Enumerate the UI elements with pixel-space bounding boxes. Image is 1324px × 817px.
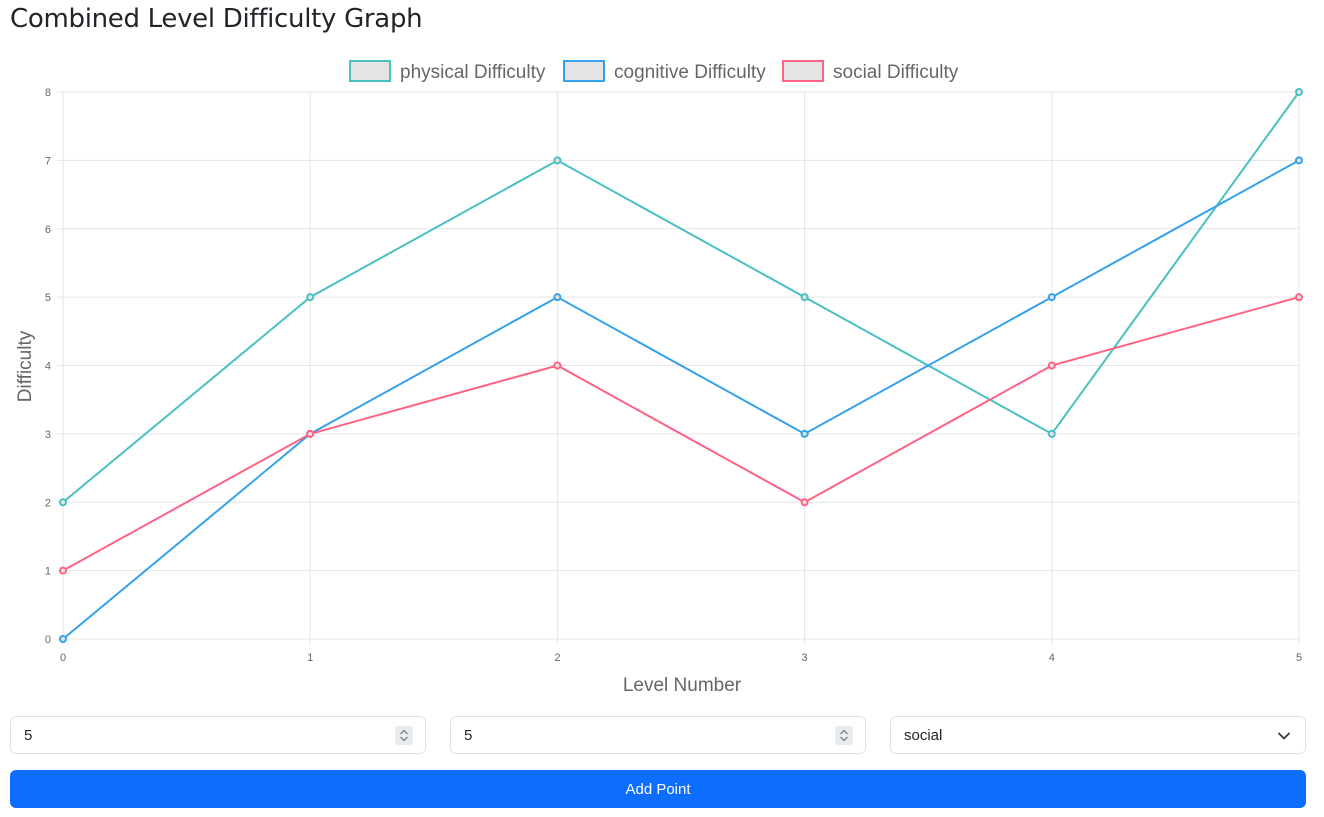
x-tick-label: 1 [307,652,313,664]
legend-swatch-1[interactable] [563,60,605,82]
data-point[interactable] [306,429,315,438]
y-tick-label: 5 [45,292,51,304]
x-tick-label: 5 [1296,652,1302,664]
data-point[interactable] [1295,88,1303,96]
x-tick-label: 3 [802,652,808,664]
data-point[interactable] [1295,156,1303,165]
difficulty-input[interactable]: 5 [450,716,866,754]
data-point[interactable] [306,293,315,302]
legend-swatch-2[interactable] [782,60,824,82]
y-tick-label: 6 [45,224,51,236]
data-point[interactable] [1047,361,1056,370]
legend-swatch-0[interactable] [349,60,391,82]
data-point[interactable] [553,156,562,165]
y-tick-label: 0 [45,634,51,646]
series-line-2 [62,296,1300,572]
level-number-value: 5 [24,727,33,744]
y-tick-label: 1 [45,566,51,578]
data-point[interactable] [1047,429,1056,438]
data-point[interactable] [59,635,67,643]
y-tick-label: 4 [45,361,51,373]
legend-label-2[interactable]: social Difficulty [833,62,959,83]
data-point[interactable] [553,361,562,370]
x-axis-title: Level Number [623,675,742,696]
y-tick-label: 8 [45,87,51,99]
spinner-arrows-icon [400,729,408,742]
page-title: Combined Level Difficulty Graph [10,4,423,34]
difficulty-line-chart: 0 1 2 3 4 5 6 7 8 0 1 2 3 4 5 Level Number Difficulty phy… [15,60,1303,696]
chevron-down-icon [1277,729,1291,748]
add-point-button[interactable]: Add Point [10,770,1306,808]
data-point[interactable] [59,498,67,507]
y-tick-label: 3 [45,429,51,441]
level-number-input[interactable]: 5 [10,716,426,754]
data-point[interactable] [1047,293,1056,302]
y-tick-label: 7 [45,155,51,167]
data-point[interactable] [1295,293,1303,302]
spinner-arrows-icon [840,729,848,742]
series-line-1 [62,159,1300,640]
y-tick-label: 2 [45,497,51,509]
difficulty-value: 5 [464,727,473,744]
data-point[interactable] [800,429,809,438]
category-select[interactable]: social [890,716,1306,754]
data-point[interactable] [59,566,67,575]
x-tick-label: 0 [60,652,66,664]
difficulty-spinner[interactable] [835,726,853,745]
category-selected-value: social [904,727,943,744]
data-point[interactable] [553,293,562,302]
legend-label-0[interactable]: physical Difficulty [400,62,546,83]
point-form: 5 5 social [10,716,1306,754]
legend-label-1[interactable]: cognitive Difficulty [614,62,766,83]
series-line-0 [62,91,1300,504]
level-number-spinner[interactable] [395,726,413,745]
data-point[interactable] [800,498,809,507]
y-axis-title: Difficulty [15,330,36,402]
data-point[interactable] [800,293,809,302]
x-tick-label: 4 [1049,652,1055,664]
x-tick-label: 2 [554,652,560,664]
